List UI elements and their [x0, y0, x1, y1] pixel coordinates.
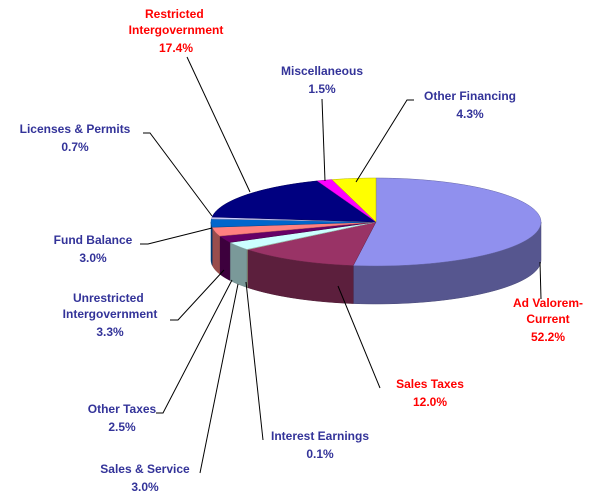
leader-line — [170, 269, 225, 321]
leader-line — [186, 56, 251, 193]
leader-line — [321, 98, 326, 182]
leader-line — [539, 261, 542, 300]
slice-value-label: 3.0% — [131, 480, 159, 494]
slice-label: Sales Taxes — [396, 377, 464, 391]
slice — [211, 221, 377, 237]
pie-tops — [210, 177, 542, 267]
slice-value-label: 12.0% — [413, 395, 447, 409]
slice — [331, 177, 377, 223]
slice-label: Licenses & Permits — [20, 122, 131, 136]
slice-label: Other Taxes — [88, 402, 157, 416]
leader-line — [140, 227, 213, 245]
slice-label: Other Financing — [424, 89, 516, 103]
leader-line — [245, 281, 264, 441]
slice — [211, 180, 377, 223]
slice-label: Ad Valorem-Current — [513, 296, 583, 326]
pie-sides — [210, 221, 542, 305]
slice — [229, 221, 377, 250]
slice-value-label: 0.1% — [306, 447, 334, 461]
slice-label: Unrestricted Intergovernment — [63, 291, 158, 321]
slice-value-label: 1.5% — [308, 82, 336, 96]
slice-value-label: 52.2% — [531, 330, 565, 344]
slice — [352, 177, 542, 267]
slice-value-label: 17.4% — [159, 41, 193, 55]
slice — [210, 218, 377, 228]
slice-value-label: 4.3% — [456, 107, 484, 121]
slice — [246, 221, 377, 266]
leader-line — [143, 132, 213, 217]
slice-label: Sales & Service — [100, 462, 190, 476]
leader-line — [156, 279, 233, 414]
slice-value-label: 2.5% — [108, 420, 136, 434]
leader-line — [199, 283, 239, 474]
slice-value-label: 3.0% — [79, 251, 107, 265]
leader-line — [355, 99, 414, 183]
leader-line — [337, 285, 381, 389]
slice-side — [219, 235, 231, 281]
slice-label: Restricted Intergovernment — [129, 7, 224, 37]
slice-value-label: 3.3% — [96, 325, 124, 339]
slice-label: Miscellaneous — [281, 64, 363, 78]
slice-side — [229, 242, 248, 288]
slice-label: Fund Balance — [54, 233, 133, 247]
slice-value-label: 0.7% — [61, 140, 89, 154]
slice — [219, 221, 377, 243]
slice-label: Interest Earnings — [271, 429, 369, 443]
